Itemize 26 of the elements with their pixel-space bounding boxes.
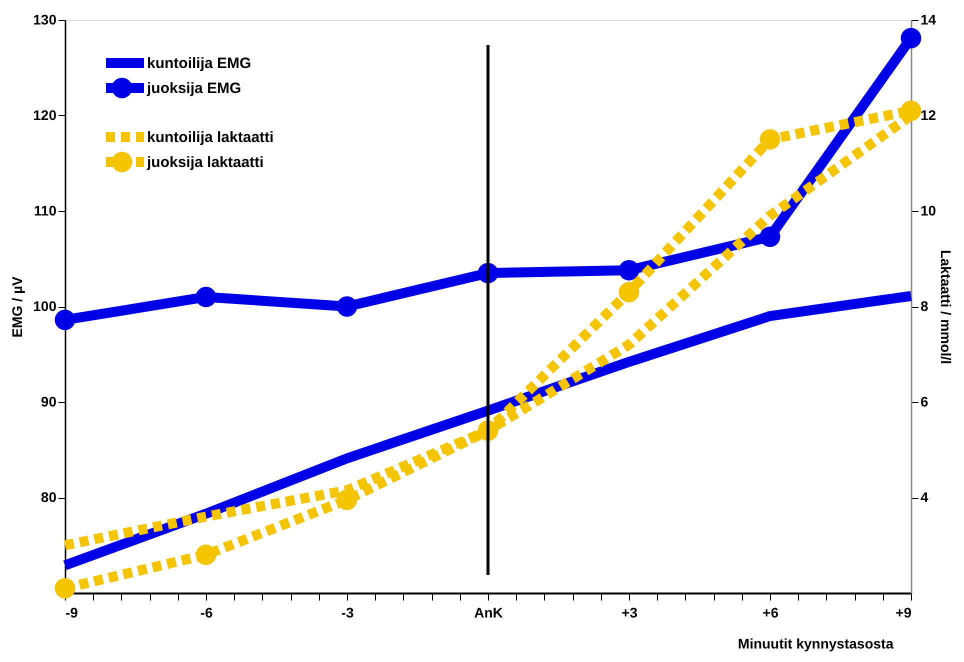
x-tick-label: +9 <box>896 604 912 620</box>
y2-tick-label: 14 <box>920 12 936 28</box>
y-tick-label: 90 <box>40 394 57 410</box>
y2-tick-label: 6 <box>920 394 928 410</box>
y-axis-title: EMG / µV <box>9 276 26 338</box>
x-axis-title: Minuutit kynnystasosta <box>738 636 894 652</box>
x-tick-label: -9 <box>66 604 78 620</box>
y2-axis-title: Laktaatti / mmol/l <box>938 250 954 364</box>
y2-tick-label: 12 <box>920 107 936 123</box>
y-tick-label: 100 <box>33 298 57 314</box>
x-tick-label: -3 <box>341 604 354 620</box>
legend-label: juoksija laktaatti <box>146 154 264 171</box>
y2-tick-label: 8 <box>920 298 928 314</box>
legend-label: kuntoilija EMG <box>147 55 252 72</box>
x-tick-label: +3 <box>622 604 638 620</box>
x-tick-label: +6 <box>762 604 779 620</box>
y2-tick-label: 4 <box>920 489 928 505</box>
y-tick-label: 120 <box>33 107 57 123</box>
y-tick-label: 110 <box>34 202 57 218</box>
legend-label: juoksija EMG <box>146 80 242 97</box>
y-tick-label: 130 <box>33 12 57 28</box>
y2-tick-label: 10 <box>920 202 936 218</box>
y-tick-label: 80 <box>40 489 57 505</box>
x-tick-label: -6 <box>200 604 213 620</box>
legend-label: kuntoilija laktaatti <box>147 129 274 146</box>
x-tick-label: AnK <box>474 604 503 620</box>
